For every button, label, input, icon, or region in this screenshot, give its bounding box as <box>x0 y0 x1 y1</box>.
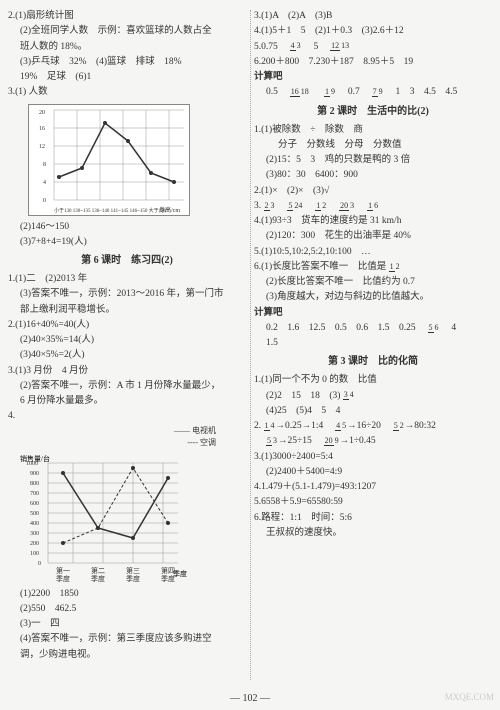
text: (2)120：300 花生的出油率是 40% <box>254 229 492 243</box>
text: 2.(1)扇形统计图 <box>8 9 246 23</box>
text: (3)乒乓球 32% (4)篮球 排球 18% <box>8 55 246 69</box>
text: (1)2200 1850 <box>8 587 246 601</box>
text: 调，少购进电视。 <box>8 648 246 662</box>
text: (2)2 15 18 (3) 34 <box>254 389 492 403</box>
svg-text:第一: 第一 <box>56 566 70 575</box>
svg-text:季度: 季度 <box>91 574 105 583</box>
svg-text:800: 800 <box>30 481 39 487</box>
text: (3)角度越大，对边与斜边的比值越大。 <box>254 290 492 304</box>
svg-text:100: 100 <box>30 551 39 557</box>
svg-text:12: 12 <box>39 144 45 150</box>
text: (2)15：5 3 鸡的只数是鸭的 3 倍 <box>254 153 492 167</box>
text: 4.(1)93÷3 货车的速度约是 31 km/h <box>254 214 492 228</box>
text: 2.(1)16+40%=40(人) <box>8 318 246 332</box>
page-number: — 102 — <box>0 691 500 706</box>
section-title: 第 6 课时 练习四(2) <box>8 253 246 268</box>
text: (3)80：30 6400：900 <box>254 168 492 182</box>
text: (2)全班同学人数 示例：喜欢篮球的人数占全 <box>8 24 246 38</box>
svg-text:身高/cm: 身高/cm <box>159 206 180 214</box>
text: 4. <box>8 409 246 423</box>
svg-text:700: 700 <box>30 491 39 497</box>
text: 部上缴利润平稳增长。 <box>8 303 246 317</box>
svg-text:500: 500 <box>30 511 39 517</box>
text: (4)答案不唯一，示例：第三季度应该多购进空 <box>8 632 246 646</box>
svg-text:200: 200 <box>30 541 39 547</box>
text: (3)一 四 <box>8 617 246 631</box>
text: 3.(1) 人数 <box>8 85 246 99</box>
text: (2)答案不唯一，示例：A 市 1 月份降水量最少， <box>8 379 246 393</box>
section-title: 第 2 课时 生活中的比(2) <box>254 104 492 119</box>
text: 2. 14→0.25→1:4 45→16÷20 52→80:32 <box>254 419 492 433</box>
text: 1.(1)同一个不为 0 的数 比值 <box>254 373 492 387</box>
text: 4.1.479＋(5.1-1.479)=493:1207 <box>254 480 492 494</box>
text: 计算吧 <box>254 70 492 84</box>
right-column: 3.(1)A (2)A (3)B 4.(1)5＋1 5 (2)1＋0.3 (3)… <box>254 8 492 663</box>
text: (2)长度比答案不唯一 比值约为 0.7 <box>254 275 492 289</box>
column-divider <box>250 10 251 680</box>
svg-text:第二: 第二 <box>91 566 105 575</box>
text: (2)40×35%=14(人) <box>8 333 246 347</box>
text: 1.(1)二 (2)2013 年 <box>8 272 246 286</box>
text: 53→25÷15 209→1÷0.45 <box>254 434 492 448</box>
text: 计算吧 <box>254 306 492 320</box>
text: 1.5 <box>254 336 492 350</box>
svg-text:季度: 季度 <box>126 574 140 583</box>
text: (4)25 (5)4 5 4 <box>254 404 492 418</box>
text: 6.(1)长度比答案不唯一 比值是 12 <box>254 260 492 274</box>
watermark: MXQE.COM <box>445 691 494 705</box>
text: 5.0.75 43 5 1213 <box>254 40 492 54</box>
text: (3)答案不唯一，示例：2013～2016 年，第一门市 <box>8 287 246 301</box>
svg-text:16: 16 <box>39 126 45 132</box>
text: 0.5 1618 19 0.7 79 1 3 4.5 4.5 <box>254 85 492 99</box>
text: 5.6558＋5.9=65580:59 <box>254 495 492 509</box>
text: 3.(1)3000÷2400=5:4 <box>254 450 492 464</box>
svg-text:季度: 季度 <box>173 569 187 578</box>
text: (2)2400＋5400=4:9 <box>254 465 492 479</box>
svg-text:0: 0 <box>38 561 41 567</box>
svg-text:4: 4 <box>43 180 46 186</box>
text: 王叔叔的速度快。 <box>254 526 492 540</box>
text: (3)40×5%=2(人) <box>8 348 246 362</box>
text: (3)7+8+4=19(人) <box>8 235 246 249</box>
svg-text:600: 600 <box>30 501 39 507</box>
text: 6.200＋800 7.230＋187 8.95＋5 19 <box>254 55 492 69</box>
legend-tv: —— 电视机 <box>174 426 216 435</box>
line-chart-2: 销售量/台 1000900800 700600500 <box>18 453 188 583</box>
text: 0.2 1.6 12.5 0.5 0.6 1.5 0.25 56 4 <box>254 321 492 335</box>
svg-text:第三: 第三 <box>126 566 140 575</box>
text: 2.(1)× (2)× (3)√ <box>254 184 492 198</box>
svg-text:小于130 130~135 136~140 141~145: 小于130 130~135 136~140 141~145 146~150 大于… <box>54 207 167 214</box>
section-title: 第 3 课时 比的化简 <box>254 354 492 369</box>
svg-text:20: 20 <box>39 110 45 116</box>
text: 3. 23 524 12 203 16 <box>254 199 492 213</box>
text: (2)146～150 <box>8 220 246 234</box>
text: 6 月份降水量最多。 <box>8 394 246 408</box>
legend-ac: ---- 空调 <box>187 438 216 447</box>
svg-text:1000: 1000 <box>26 461 38 467</box>
svg-text:季度: 季度 <box>56 574 70 583</box>
text: 6.路程：1:1 时间：5:6 <box>254 511 492 525</box>
text: 1.(1)被除数 ÷ 除数 商 <box>254 123 492 137</box>
svg-text:0: 0 <box>43 198 46 204</box>
left-column: 2.(1)扇形统计图 (2)全班同学人数 示例：喜欢篮球的人数占全 班人数的 1… <box>8 8 246 663</box>
svg-text:8: 8 <box>43 162 46 168</box>
text: 3.(1)3 月份 4 月份 <box>8 364 246 378</box>
line-chart-1: 0 4 8 12 16 20 小于130 130~135 136~140 141~145… <box>28 104 190 216</box>
text: 19% 足球 (6)1 <box>8 70 246 84</box>
svg-text:400: 400 <box>30 521 39 527</box>
text: 分子 分数线 分母 分数值 <box>254 138 492 152</box>
text: 4.(1)5＋1 5 (2)1＋0.3 (3)2.6＋12 <box>254 24 492 38</box>
svg-text:300: 300 <box>30 531 39 537</box>
text: 5.(1)10:5,10:2,5:2,10:100 … <box>254 245 492 259</box>
svg-text:900: 900 <box>30 471 39 477</box>
text: (2)550 462.5 <box>8 602 246 616</box>
text: 3.(1)A (2)A (3)B <box>254 9 492 23</box>
text: 班人数的 18%。 <box>8 40 246 54</box>
